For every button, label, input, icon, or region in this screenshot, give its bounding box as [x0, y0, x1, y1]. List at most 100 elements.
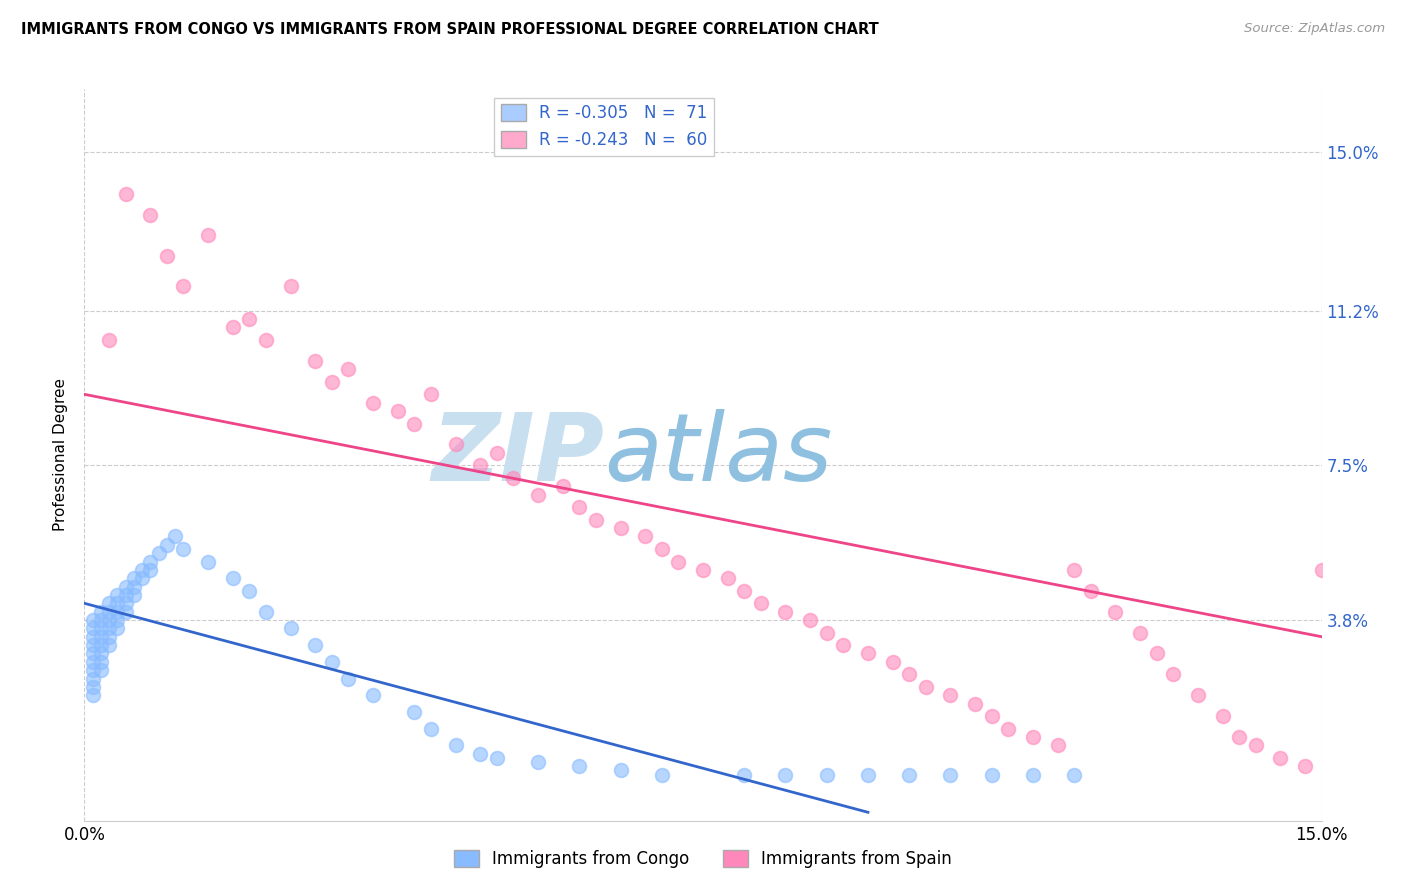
Text: atlas: atlas	[605, 409, 832, 500]
Point	[651, 541, 673, 556]
Point	[90, 663, 112, 677]
Point	[551, 479, 574, 493]
Point	[568, 500, 591, 515]
Legend: R = -0.305   N =  71, R = -0.243   N =  60: R = -0.305 N = 71, R = -0.243 N = 60	[494, 97, 714, 155]
Point	[82, 638, 104, 652]
Point	[651, 767, 673, 781]
Point	[733, 767, 755, 781]
Point	[82, 630, 104, 644]
Point	[775, 767, 797, 781]
Point	[1080, 583, 1102, 598]
Point	[254, 333, 277, 347]
Point	[815, 767, 838, 781]
Point	[304, 638, 326, 652]
Text: ZIP: ZIP	[432, 409, 605, 501]
Legend: Immigrants from Congo, Immigrants from Spain: Immigrants from Congo, Immigrants from S…	[447, 843, 959, 875]
Point	[114, 596, 136, 610]
Point	[122, 571, 145, 585]
Point	[139, 554, 162, 568]
Point	[304, 354, 326, 368]
Point	[609, 764, 631, 778]
Point	[980, 767, 1002, 781]
Point	[165, 529, 187, 543]
Point	[82, 663, 104, 677]
Point	[470, 458, 492, 473]
Point	[337, 362, 360, 376]
Point	[114, 605, 136, 619]
Point	[914, 680, 936, 694]
Point	[139, 563, 162, 577]
Point	[882, 655, 904, 669]
Point	[82, 680, 104, 694]
Point	[585, 513, 607, 527]
Point	[337, 672, 360, 686]
Point	[939, 767, 962, 781]
Point	[98, 621, 121, 635]
Point	[114, 186, 136, 201]
Point	[404, 705, 426, 719]
Point	[122, 588, 145, 602]
Point	[98, 605, 121, 619]
Point	[856, 767, 879, 781]
Point	[105, 605, 128, 619]
Point	[799, 613, 821, 627]
Y-axis label: Professional Degree: Professional Degree	[53, 378, 69, 532]
Point	[90, 655, 112, 669]
Point	[156, 538, 179, 552]
Point	[238, 583, 260, 598]
Point	[485, 446, 508, 460]
Point	[82, 688, 104, 702]
Point	[1063, 563, 1085, 577]
Point	[122, 580, 145, 594]
Point	[139, 208, 162, 222]
Point	[502, 471, 524, 485]
Point	[82, 621, 104, 635]
Point	[733, 583, 755, 598]
Point	[898, 667, 921, 681]
Point	[131, 563, 153, 577]
Point	[1294, 759, 1316, 773]
Point	[222, 571, 245, 585]
Text: Source: ZipAtlas.com: Source: ZipAtlas.com	[1244, 22, 1385, 36]
Point	[114, 580, 136, 594]
Point	[1046, 739, 1069, 753]
Point	[1129, 625, 1152, 640]
Point	[1104, 605, 1126, 619]
Point	[419, 722, 441, 736]
Point	[1310, 563, 1333, 577]
Point	[90, 630, 112, 644]
Point	[321, 375, 343, 389]
Point	[832, 638, 855, 652]
Point	[238, 312, 260, 326]
Point	[222, 320, 245, 334]
Point	[1187, 688, 1209, 702]
Point	[485, 751, 508, 765]
Point	[692, 563, 714, 577]
Point	[280, 278, 302, 293]
Point	[609, 521, 631, 535]
Point	[527, 755, 550, 769]
Point	[148, 546, 170, 560]
Point	[419, 387, 441, 401]
Point	[444, 437, 467, 451]
Point	[105, 621, 128, 635]
Point	[197, 554, 219, 568]
Point	[1022, 767, 1045, 781]
Point	[1212, 709, 1234, 723]
Point	[82, 655, 104, 669]
Point	[749, 596, 772, 610]
Point	[717, 571, 740, 585]
Point	[1063, 767, 1085, 781]
Point	[361, 688, 384, 702]
Point	[114, 588, 136, 602]
Point	[444, 739, 467, 753]
Point	[280, 621, 302, 635]
Point	[1022, 730, 1045, 744]
Point	[568, 759, 591, 773]
Point	[965, 697, 987, 711]
Point	[90, 605, 112, 619]
Point	[775, 605, 797, 619]
Point	[387, 404, 409, 418]
Point	[82, 647, 104, 661]
Point	[470, 747, 492, 761]
